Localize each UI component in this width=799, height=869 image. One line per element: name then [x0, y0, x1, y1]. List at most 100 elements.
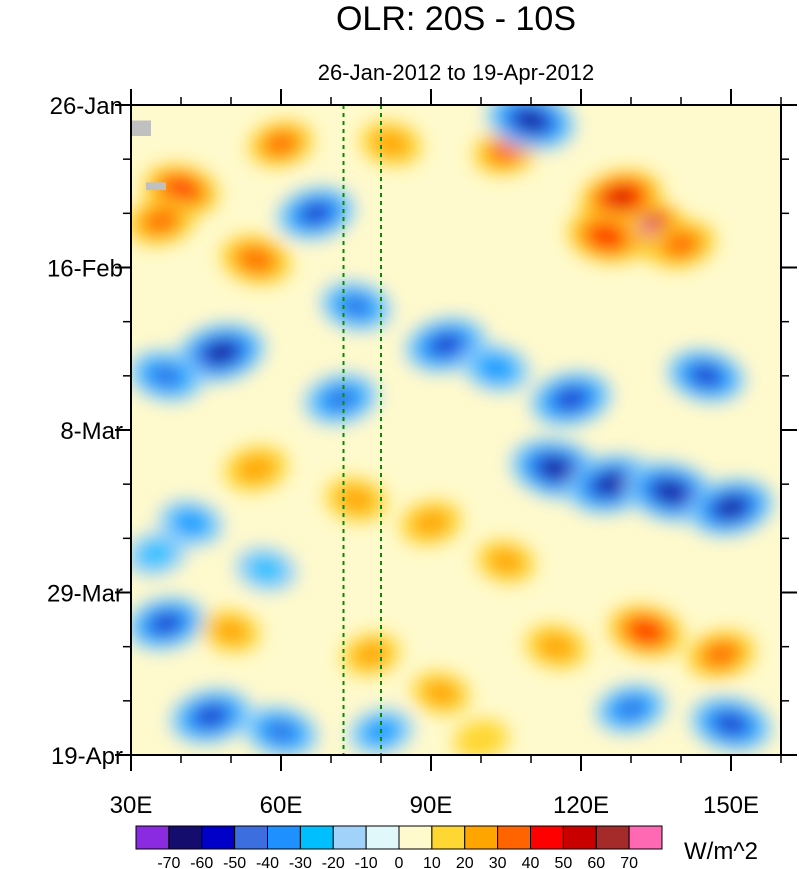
contour-level: [154, 615, 178, 632]
missing-data-patch: [131, 120, 151, 136]
contour-level: [719, 716, 743, 732]
contour-level: [694, 368, 718, 384]
contour-level: [167, 181, 195, 200]
contour-level: [343, 297, 369, 315]
colorbar-label: 70: [620, 855, 638, 869]
colorbar-swatch: [168, 825, 203, 850]
colorbar-label: -70: [157, 855, 180, 869]
contour-level: [423, 680, 459, 707]
anomaly-feature: [404, 317, 488, 373]
anomaly-feature: [224, 446, 288, 492]
x-tick-label: 90E: [410, 792, 453, 819]
contour-level: [353, 641, 389, 668]
contour-level: [720, 500, 742, 515]
plot-background: [131, 105, 781, 755]
x-tick-label: 120E: [553, 792, 609, 819]
anomaly-feature: [131, 531, 187, 576]
anomaly-feature: [220, 235, 292, 285]
anomaly-feature: [411, 672, 471, 715]
contour-level: [632, 622, 660, 641]
contour-level: [372, 130, 410, 158]
anomaly-feature: [169, 688, 253, 745]
chart-subtitle: 26-Jan-2012 to 19-Apr-2012: [318, 60, 594, 85]
colorbar-label: -30: [289, 855, 312, 869]
colorbar-swatch: [431, 825, 466, 850]
anomaly-feature: [525, 624, 587, 669]
contour-level: [213, 618, 249, 645]
contour-level: [537, 633, 575, 661]
contour-level: [559, 391, 583, 407]
anomaly-field: [131, 105, 774, 755]
anomaly-feature: [686, 630, 756, 679]
contour-level: [520, 113, 542, 128]
contour-level: [152, 366, 180, 385]
colorbar-label: -20: [322, 855, 345, 869]
colorbar-swatch: [530, 825, 564, 850]
anomaly-feature: [276, 186, 356, 241]
colorbar-swatch: [398, 825, 433, 850]
contour-level: [236, 454, 276, 483]
contour-level: [665, 233, 697, 255]
contour-level: [240, 248, 272, 271]
contour-level: [609, 189, 633, 206]
y-tick-label: 29-Mar: [47, 581, 123, 608]
colorbar-label: 60: [587, 855, 605, 869]
contour-level: [453, 719, 509, 755]
colorbar-label: -50: [223, 855, 246, 869]
contour-level: [488, 548, 524, 575]
colorbar-unit: W/m^2: [684, 838, 758, 865]
anomaly-feature: [689, 696, 773, 752]
contour-level: [199, 708, 223, 725]
contour-level: [304, 205, 328, 221]
contour-level: [434, 336, 458, 353]
contour-level: [412, 509, 450, 537]
anomaly-feature: [319, 281, 393, 332]
contour-level: [247, 555, 285, 583]
missing-data-patch: [146, 182, 166, 191]
chart-title: OLR: 20S - 10S: [336, 0, 576, 38]
missing-data-layer: [131, 120, 166, 191]
colorbar-label: 20: [456, 855, 474, 869]
contour-level: [592, 227, 620, 246]
contour-level: [327, 390, 355, 408]
colorbar-swatch: [299, 825, 334, 850]
colorbar-swatch: [562, 825, 597, 850]
anomaly-feature: [131, 596, 206, 651]
plot-area: [131, 105, 781, 755]
anomaly-feature: [608, 605, 684, 658]
anomaly-feature: [176, 323, 266, 383]
anomaly-feature: [303, 373, 379, 425]
contour-level: [145, 210, 177, 232]
contour-level: [705, 643, 737, 666]
y-tick-label: 16-Feb: [47, 256, 123, 283]
contour-level: [480, 357, 512, 379]
colorbar-label: 0: [395, 855, 404, 869]
anomaly-feature: [201, 610, 261, 653]
colorbar-label: 50: [554, 855, 572, 869]
colorbar: -70 -60 -50 -40 -30 -20 -10 0 10 20 30 40 50 60 70 W/m^…: [135, 825, 758, 869]
anomaly-feature: [461, 344, 531, 393]
colorbar-swatch: [267, 825, 301, 850]
anomaly-feature: [666, 349, 746, 403]
anomaly-feature: [486, 105, 576, 151]
contour-level: [267, 722, 295, 741]
anomaly-feature: [131, 197, 196, 245]
contour-level: [544, 461, 568, 477]
contour-level: [491, 141, 521, 162]
anomaly-feature: [453, 719, 509, 755]
contour-level: [210, 345, 232, 360]
contour-level: [618, 699, 644, 718]
contour-level: [266, 133, 296, 154]
anomaly-feature: [567, 210, 645, 263]
colorbar-label: 10: [423, 855, 441, 869]
colorbar-swatch: [628, 825, 663, 850]
contour-level: [659, 484, 683, 500]
anomaly-feature: [235, 547, 297, 592]
anomaly-feature: [360, 121, 422, 166]
colorbar-swatch: [365, 825, 400, 850]
colorbar-swatch: [497, 825, 531, 850]
colorbar-swatch: [464, 825, 499, 850]
contour-level: [600, 476, 622, 492]
anomaly-feature: [646, 220, 716, 269]
